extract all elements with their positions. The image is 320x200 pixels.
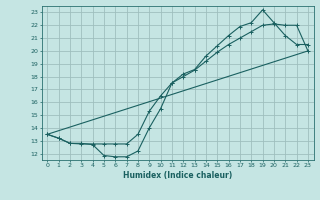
X-axis label: Humidex (Indice chaleur): Humidex (Indice chaleur) [123,171,232,180]
